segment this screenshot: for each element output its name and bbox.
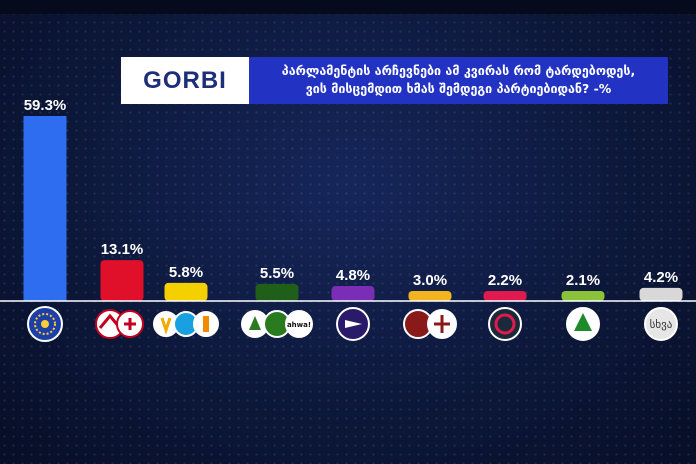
for-georgia-logos: ahwa! bbox=[241, 310, 313, 338]
data-label: 59.3% bbox=[24, 97, 67, 114]
party-logo-mark bbox=[160, 317, 172, 335]
data-label: 4.2% bbox=[644, 269, 678, 286]
girchi-more-freedom-logo bbox=[566, 307, 600, 341]
data-label: 2.1% bbox=[566, 272, 600, 289]
chart-title: პარლამენტის არჩევნები ამ კვირას რომ ტარდ… bbox=[281, 63, 636, 96]
georgian-dream-logo bbox=[27, 306, 63, 342]
party-logo-mark bbox=[249, 316, 261, 330]
data-label: 13.1% bbox=[101, 241, 144, 258]
alliance-of-patriots-logos bbox=[403, 309, 457, 339]
party-logo-mark bbox=[203, 316, 209, 332]
data-label: 5.5% bbox=[260, 265, 294, 282]
strong-georgia-logos bbox=[153, 311, 219, 337]
bar bbox=[255, 283, 299, 301]
data-label: 3.0% bbox=[413, 272, 447, 289]
bar bbox=[639, 287, 683, 301]
bar bbox=[408, 291, 452, 301]
party-logo-mark bbox=[345, 320, 362, 328]
data-label: 5.8% bbox=[169, 264, 203, 281]
party-logo-mark bbox=[124, 318, 136, 330]
bar bbox=[23, 116, 67, 301]
party-logo-mark bbox=[574, 313, 592, 331]
gakharia-party-logo bbox=[336, 307, 370, 341]
bar bbox=[100, 260, 144, 301]
girchi-logo bbox=[488, 307, 522, 341]
party-logo-circle bbox=[488, 307, 522, 341]
party-logo-circle bbox=[285, 310, 313, 338]
party-logo-center bbox=[41, 320, 49, 328]
other-badge-circle bbox=[644, 307, 678, 341]
party-logo-mark bbox=[434, 315, 450, 333]
party-logo-mark bbox=[494, 313, 516, 335]
party-logo-stars bbox=[34, 313, 56, 335]
bar bbox=[331, 286, 375, 301]
other-badge: სხვა bbox=[644, 307, 678, 341]
bar bbox=[164, 282, 208, 301]
other-badge-label: სხვა bbox=[650, 318, 673, 331]
unm-coalition-logos bbox=[95, 309, 144, 339]
title-banner: GORBI პარლამენტის არჩევნები ამ კვირას რო… bbox=[121, 57, 668, 104]
party-logo-text: ahwa! bbox=[287, 321, 311, 329]
data-label: 4.8% bbox=[336, 267, 370, 284]
bar bbox=[483, 291, 527, 301]
top-band bbox=[0, 0, 696, 14]
gorbi-logo: GORBI bbox=[121, 57, 249, 104]
bar bbox=[561, 291, 605, 301]
logo-text: GORBI bbox=[143, 66, 227, 94]
data-label: 2.2% bbox=[488, 272, 522, 289]
